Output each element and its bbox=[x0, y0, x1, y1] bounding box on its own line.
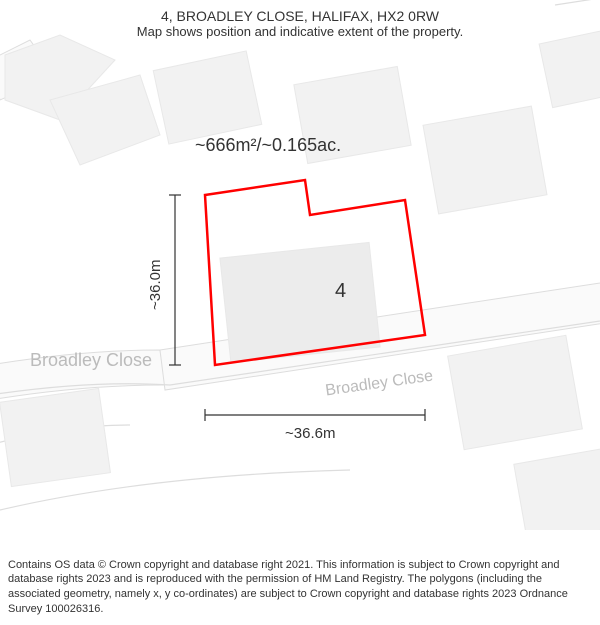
area-measurement: ~666m²/~0.165ac. bbox=[195, 135, 341, 156]
page-subtitle: Map shows position and indicative extent… bbox=[0, 24, 600, 39]
height-measurement: ~36.0m bbox=[147, 260, 164, 310]
map-svg bbox=[0, 0, 600, 530]
plot-number: 4 bbox=[335, 280, 346, 303]
width-measurement: ~36.6m bbox=[285, 425, 335, 442]
page-title: 4, BROADLEY CLOSE, HALIFAX, HX2 0RW bbox=[0, 8, 600, 24]
copyright-footer: Contains OS data © Crown copyright and d… bbox=[0, 552, 600, 625]
street-label-primary: Broadley Close bbox=[30, 350, 152, 371]
map-canvas: ~666m²/~0.165ac. ~36.0m ~36.6m 4 Broadle… bbox=[0, 0, 600, 530]
